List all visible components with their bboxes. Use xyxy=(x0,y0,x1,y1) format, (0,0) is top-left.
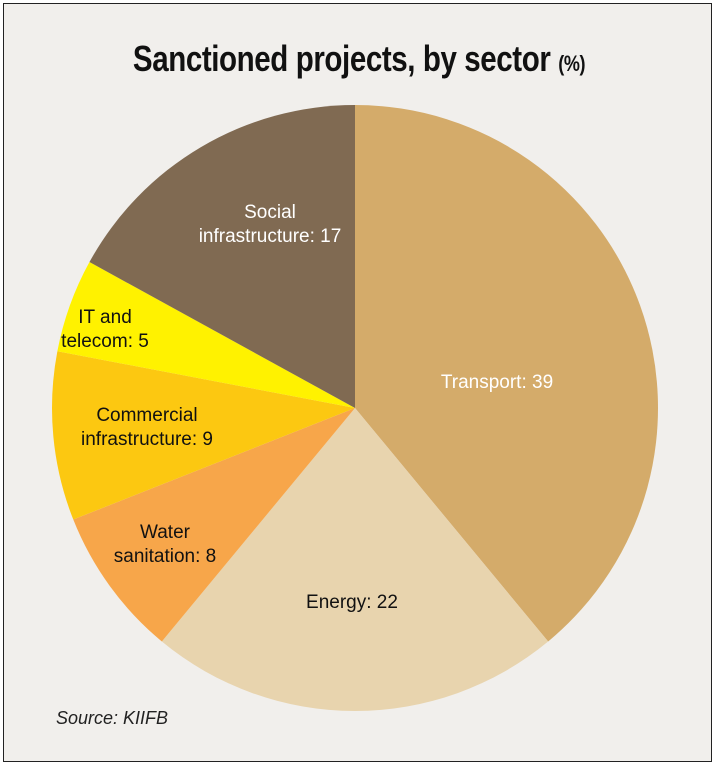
chart-title-block: Sanctioned projects, by sector (%) xyxy=(65,38,654,80)
chart-title: Sanctioned projects, by sector xyxy=(132,38,551,79)
pie-slice xyxy=(73,408,356,642)
slice-label: Commercial infrastructure: 9 xyxy=(81,405,213,450)
slice-label: Energy: 22 xyxy=(306,592,398,613)
slice-label: IT and telecom: 5 xyxy=(61,307,149,352)
pie-slice xyxy=(355,105,658,642)
source-note: Source: KIIFB xyxy=(56,708,169,728)
slice-label: Water sanitation: 8 xyxy=(113,522,217,567)
pie-slice xyxy=(161,408,549,711)
pie-slice xyxy=(51,351,355,520)
chart-title-unit: (%) xyxy=(558,51,586,76)
pie-slice xyxy=(57,262,355,408)
slice-label: Social infrastructure: 17 xyxy=(198,202,342,247)
pie-slice xyxy=(89,105,356,408)
slice-label: Transport: 39 xyxy=(440,372,554,393)
